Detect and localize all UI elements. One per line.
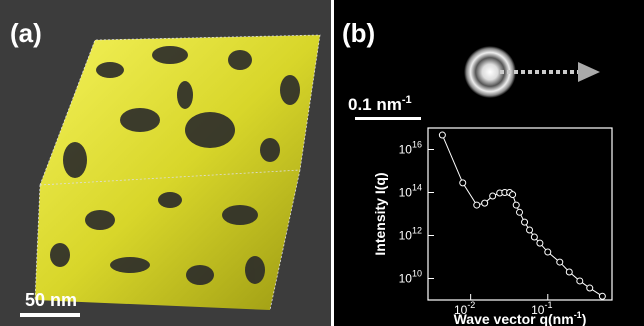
data-point	[513, 202, 519, 208]
x-axis-label: Wave vector q(nm-1)	[454, 310, 587, 326]
data-point	[490, 193, 496, 199]
tick-exponent: 14	[412, 183, 422, 193]
data-point	[527, 227, 533, 233]
data-point	[522, 219, 528, 225]
tick-exponent: -1	[544, 300, 552, 310]
data-point	[557, 259, 563, 265]
tick-exponent: 10	[412, 269, 422, 279]
scale-bar-label: 50 nm	[25, 290, 77, 310]
tick-exponent: -2	[467, 300, 475, 310]
data-point	[545, 249, 551, 255]
data-point	[587, 285, 593, 291]
data-point	[577, 278, 583, 284]
page: {"panel_a": {"label": "(a)", "scale_bar"…	[0, 0, 644, 326]
data-point	[537, 240, 543, 246]
scale-bar	[355, 117, 421, 120]
data-point	[439, 132, 445, 138]
tick-base: 10	[399, 272, 413, 286]
data-point	[531, 234, 537, 240]
tick-exponent: 12	[412, 226, 422, 236]
tick-base: 10	[531, 303, 545, 317]
data-point	[460, 180, 466, 186]
data-point	[510, 192, 516, 198]
y-axis-label: Intensity I(q)	[372, 172, 388, 255]
figure: (a) 50 nm (b) 0.1 nm-1 Intensity I(q) Wa…	[0, 0, 644, 326]
tick-base: 10	[399, 143, 413, 157]
data-point	[517, 209, 523, 215]
data-point	[474, 202, 480, 208]
tick-exponent: 16	[412, 140, 422, 150]
tick-base: 10	[399, 229, 413, 243]
data-point	[566, 269, 572, 275]
panel-label: (a)	[10, 18, 42, 48]
data-point	[599, 293, 605, 299]
panel-label: (b)	[342, 18, 375, 48]
tick-base: 10	[399, 186, 413, 200]
tick-base: 10	[454, 303, 468, 317]
data-point	[482, 200, 488, 206]
scale-bar	[20, 313, 80, 317]
